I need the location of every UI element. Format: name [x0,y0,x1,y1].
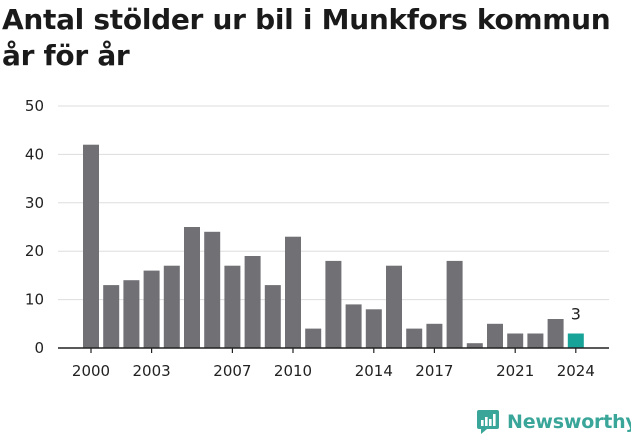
bar [244,256,261,348]
y-tick-label: 50 [25,97,44,115]
bar [365,309,382,348]
newsworthy-logo-icon [477,410,499,434]
y-tick-label: 40 [25,145,44,163]
brand-name: Newsworthy [507,411,631,433]
bar [163,265,180,348]
bar [224,265,241,348]
y-axis-tick-labels: 0 10 20 30 40 50 [25,97,44,357]
y-tick-label: 20 [25,242,44,260]
bar [426,323,443,348]
bar [123,280,140,348]
bar [466,343,483,348]
bar [406,328,423,348]
brand-logo: Newsworthy [476,405,631,439]
x-tick-label: 2017 [415,362,453,380]
x-tick-label: 2024 [557,362,595,380]
x-axis-tick-labels: 2000 2003 2007 2010 2014 2017 2021 2024 [72,348,595,380]
data-labels: 3 [571,304,581,323]
x-tick-label: 2010 [274,362,312,380]
bar [305,328,322,348]
bar [204,231,221,348]
bar [184,227,200,348]
bar [325,260,342,348]
chart-title: Antal stölder ur bil i Munkfors kommun å… [2,3,611,72]
x-tick-label: 2021 [496,362,534,380]
x-tick-label: 2007 [213,362,251,380]
bar [83,144,99,348]
y-tick-label: 0 [34,339,44,357]
bars [83,144,584,348]
x-tick-label: 2003 [133,362,171,380]
bar [264,285,281,348]
bar [143,270,160,348]
bar [567,333,584,348]
bar [345,304,362,348]
bar [547,319,564,348]
bar [507,333,524,348]
data-label: 3 [571,304,581,323]
bar [386,265,402,348]
y-tick-label: 30 [25,194,44,212]
x-tick-label: 2000 [72,362,110,380]
y-tick-label: 10 [25,291,44,309]
bar [285,236,301,348]
x-tick-label: 2014 [355,362,393,380]
bar [446,260,463,348]
bar [487,323,503,348]
bar [527,333,544,348]
bar [103,285,120,348]
